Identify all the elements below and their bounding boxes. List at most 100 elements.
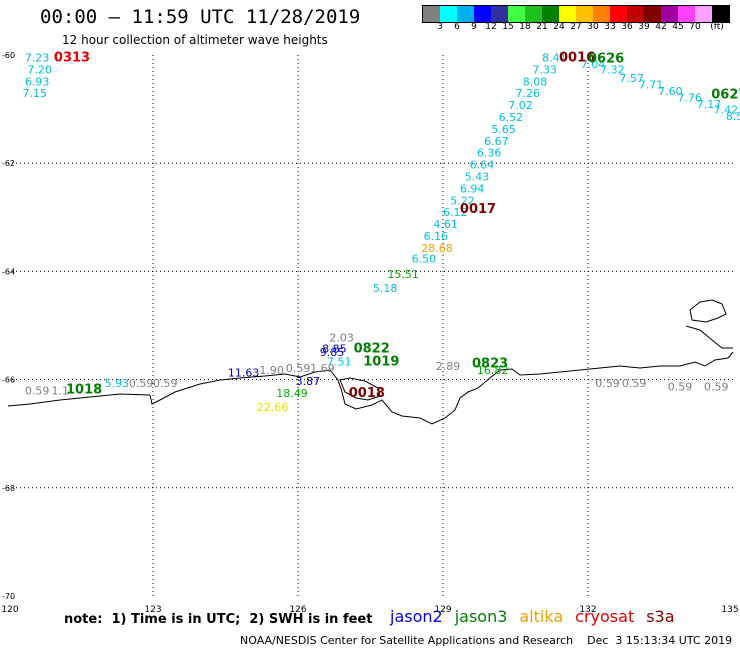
pass-time-label: 0822 <box>354 342 390 357</box>
scale-tick-label: 18 <box>519 22 531 32</box>
wave-height-value: 7.02 <box>508 99 533 112</box>
scale-tick-label: 42 <box>655 22 667 32</box>
wave-height-value: 7.23 <box>25 51 49 64</box>
footer-note: note: 1) Time is in UTC; 2) SWH is in fe… <box>64 612 373 627</box>
wave-height-labels: 7.237.206.937.15 8.417.338.087.267.026.52… <box>23 51 740 413</box>
scale-swatch <box>678 6 695 22</box>
longitude-tick-label: 129 <box>434 605 451 615</box>
wave-height-value: 7.26 <box>516 87 541 100</box>
wave-height-value: 7.17 <box>697 98 722 111</box>
wave-height-value: 15.51 <box>387 268 419 281</box>
legend-item-altika: altika <box>519 607 564 626</box>
wave-height-value: 5.65 <box>491 123 516 136</box>
wave-height-value: 6.36 <box>477 147 502 160</box>
wave-height-value: 22.66 <box>257 401 289 414</box>
wave-height-value: 2.89 <box>436 360 461 373</box>
scale-tick-label: 3 <box>437 22 443 32</box>
wave-height-value: 6.16 <box>424 230 449 243</box>
coastline-peninsula <box>685 299 733 349</box>
wave-height-value: 5.93 <box>105 377 129 390</box>
scale-swatch <box>542 6 559 22</box>
wave-height-value: 5.22 <box>450 194 475 207</box>
map-gridlines <box>8 55 733 596</box>
wave-height-value: 6.93 <box>25 75 49 88</box>
wave-height-value: 1.90 <box>259 364 284 377</box>
scale-swatch <box>576 6 593 22</box>
scale-tick-label: 39 <box>638 22 650 32</box>
scale-tick-label: 24 <box>553 22 565 32</box>
longitude-tick-label: 126 <box>289 605 306 615</box>
wave-height-value: 18.49 <box>276 387 308 400</box>
wave-height-value: 0.59 <box>704 380 729 393</box>
wave-height-value: 7.33 <box>532 63 557 76</box>
scale-swatch <box>695 6 712 22</box>
scale-tick-label: 12 <box>485 22 497 32</box>
latitude-tick-label: -68 <box>2 484 15 493</box>
scale-swatch <box>593 6 610 22</box>
scale-swatch <box>712 6 729 22</box>
legend-item-jason2: jason2 <box>390 607 443 626</box>
scale-swatch <box>661 6 678 22</box>
wave-height-value: 0.59 <box>595 377 620 390</box>
longitude-tick-label: 132 <box>579 605 596 615</box>
wave-height-value: 0.59 <box>129 377 154 390</box>
wave-height-value: 7.15 <box>23 87 48 100</box>
page-title: 00:00 – 11:59 UTC 11/28/2019 <box>40 6 361 28</box>
wave-height-value: 7.20 <box>27 63 52 76</box>
latitude-tick-label: -62 <box>2 159 15 168</box>
scale-tick-label: 6 <box>454 22 460 32</box>
wave-height-value: 0.59 <box>286 362 311 375</box>
antarctic-coastline <box>7 299 734 425</box>
scale-tick-label: 36 <box>621 22 633 32</box>
pass-time-label: 1018 <box>66 383 102 398</box>
wave-height-value: 0.59 <box>25 385 49 398</box>
latitude-tick-label: -66 <box>2 376 15 385</box>
wave-height-value: 6.52 <box>499 111 524 124</box>
wave-height-value: 7.51 <box>327 356 352 369</box>
wave-height-value: 6.67 <box>484 135 509 148</box>
wave-height-value: 8.5 <box>726 110 740 123</box>
wave-height-value: 5.43 <box>465 171 490 184</box>
satellite-legend: jason2 jason3 altika cryosat s3a <box>390 607 687 626</box>
page-subtitle: 12 hour collection of altimeter wave hei… <box>62 33 328 47</box>
wave-height-value: 7.04 <box>581 58 606 71</box>
wave-height-value: 7.32 <box>600 63 625 76</box>
wave-height-value: 6.50 <box>412 253 437 266</box>
wave-height-value: 9.85 <box>320 346 345 359</box>
wave-height-value: 7.57 <box>619 72 644 85</box>
wave-height-value: 7.60 <box>658 85 683 98</box>
scale-swatch <box>525 6 542 22</box>
wave-height-value: 3.87 <box>296 375 321 388</box>
axis-tick-labels: 120 123 126 129 132 135 -60 -62 -64 -66 -68 -70 <box>1 51 738 615</box>
wave-height-scale-labels: 3 6 9 12 15 18 21 24 27 30 33 36 39 42 45 70 (ft) <box>422 22 740 34</box>
wave-height-value: 7.71 <box>639 79 664 92</box>
latitude-tick-label: -60 <box>2 51 15 60</box>
wave-height-value: 6.94 <box>460 182 485 195</box>
wave-height-value: 1.69 <box>310 362 335 375</box>
wave-height-color-scale <box>422 5 730 23</box>
scale-swatch <box>491 6 508 22</box>
longitude-tick-label: 123 <box>144 605 161 615</box>
pass-time-label: 0823 <box>472 357 508 372</box>
wave-height-value: 6.12 <box>443 206 468 219</box>
footer-credit: NOAA/NESDIS Center for Satellite Applica… <box>240 634 733 647</box>
scale-tick-label: 21 <box>536 22 548 32</box>
wave-height-value: 7.76 <box>677 92 702 105</box>
wave-height-value: 28.68 <box>421 242 453 255</box>
pass-time-label: 0626 <box>588 52 624 67</box>
scale-tick-label: 9 <box>471 22 477 32</box>
scale-swatch <box>440 6 457 22</box>
latitude-tick-label: -64 <box>2 267 15 276</box>
wave-height-value: 7.42 <box>714 103 739 116</box>
pass-time-label: 0018 <box>349 386 385 401</box>
pass-time-label: 0017 <box>460 202 496 217</box>
wave-height-value: 0.59 <box>668 380 693 393</box>
longitude-tick-label: 135 <box>721 605 738 615</box>
wave-height-value: 8.85 <box>322 343 347 356</box>
wave-height-value: 0.59 <box>622 377 647 390</box>
coastline-path <box>7 351 734 425</box>
scale-tick-label: 70 <box>689 22 701 32</box>
scale-tick-label: 30 <box>587 22 599 32</box>
